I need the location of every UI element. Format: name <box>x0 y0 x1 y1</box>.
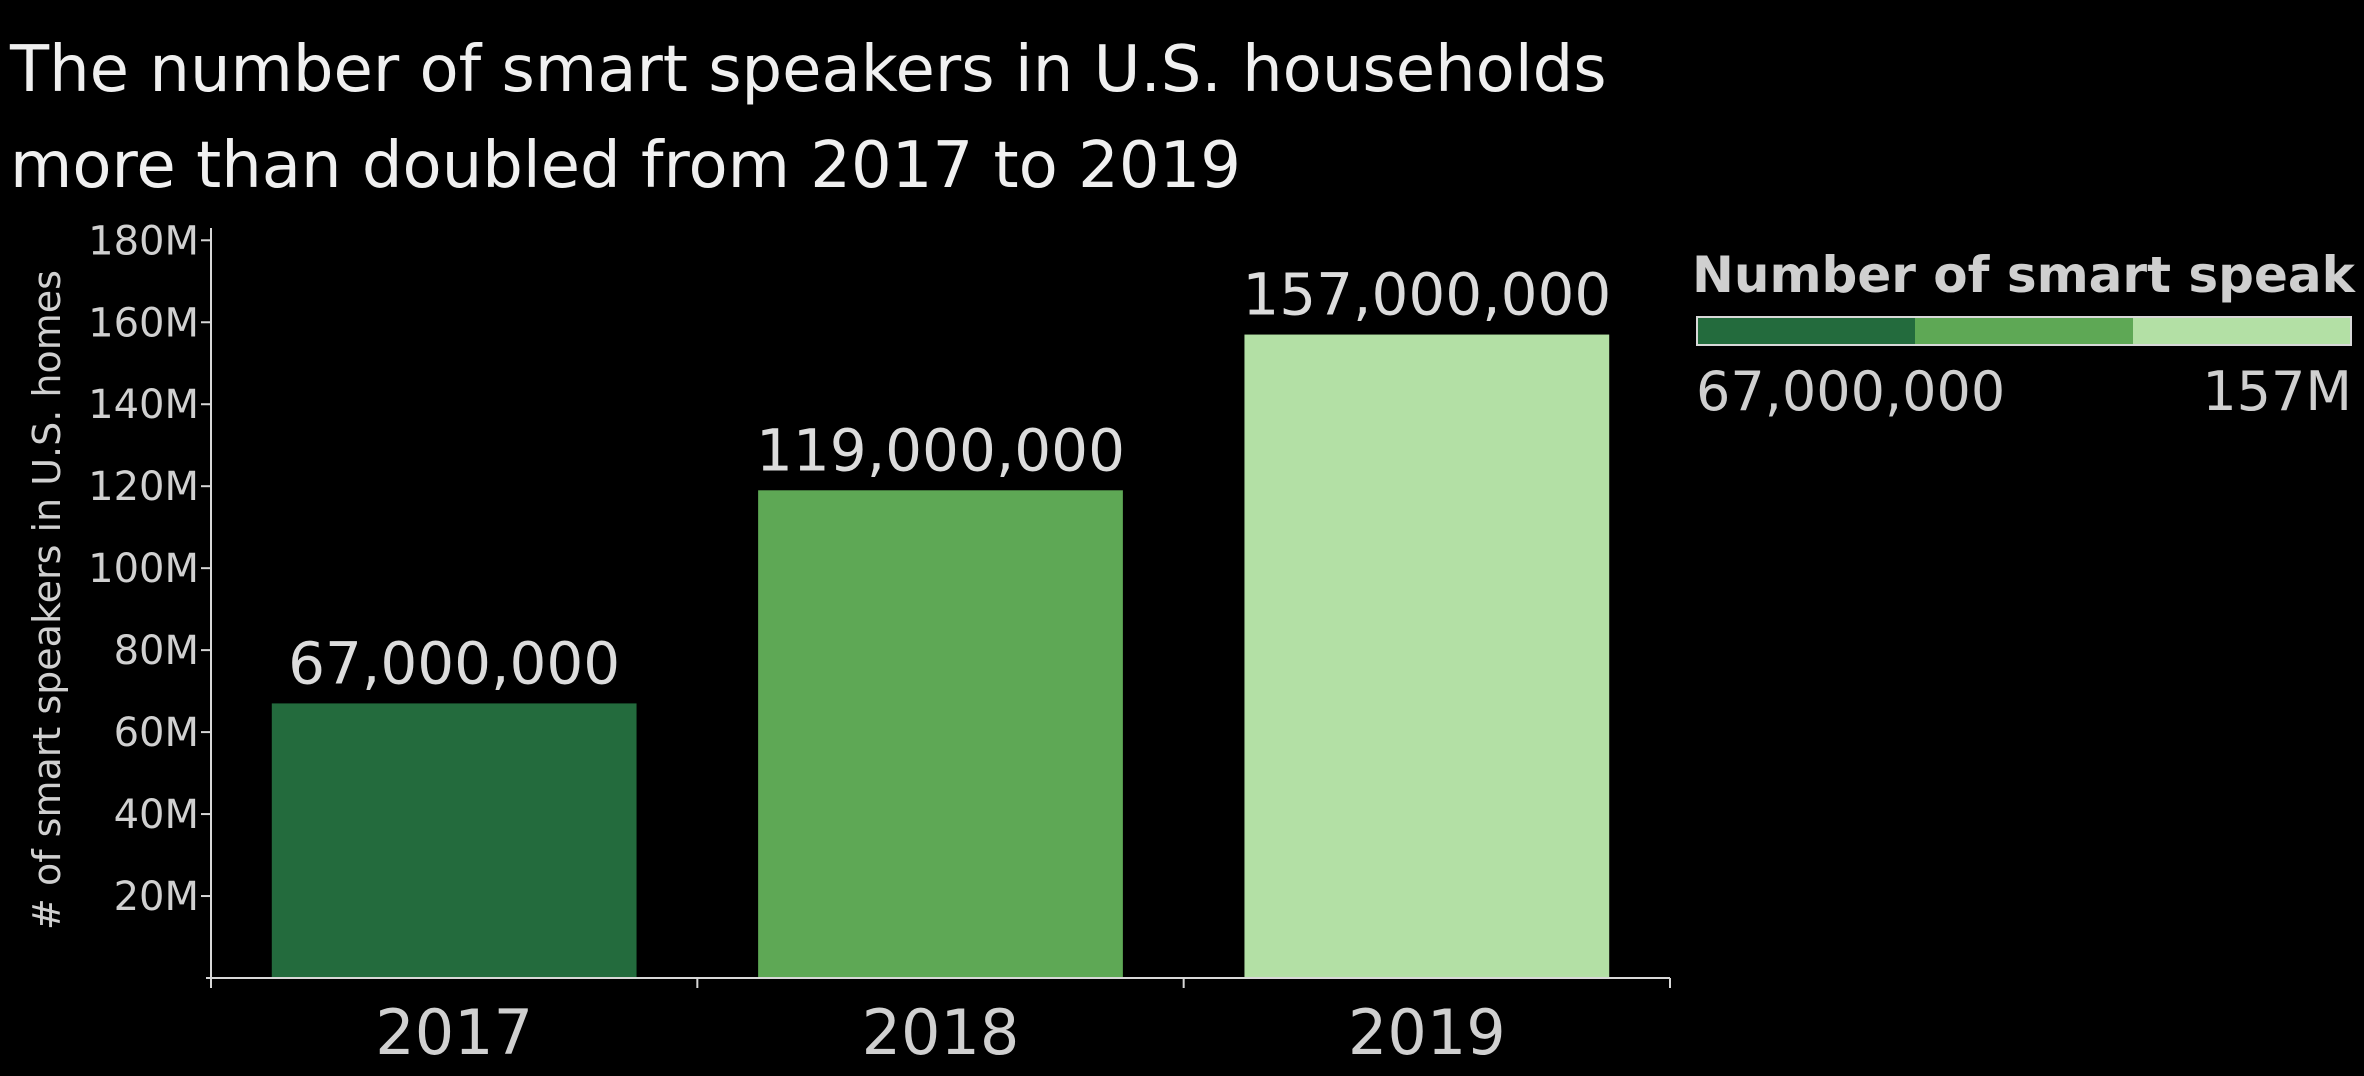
y-tick-label-160M: 160M <box>88 300 199 346</box>
color-legend: Number of smart speak.. 67,000,000 157M <box>1692 244 2356 423</box>
title-line-2: more than doubled from 2017 to 2019 <box>10 129 1241 203</box>
y-tick-label-180M: 180M <box>88 218 199 264</box>
y-tick-label-20M: 20M <box>114 874 199 920</box>
legend-title: Number of smart speak.. <box>1692 246 2356 304</box>
bar-2018 <box>758 490 1123 978</box>
value-label-2018: 119,000,000 <box>756 416 1125 484</box>
value-label-2017: 67,000,000 <box>288 629 620 697</box>
y-tick-label-40M: 40M <box>114 792 199 838</box>
legend-min-label: 67,000,000 <box>1696 360 2006 423</box>
legend-swatch-low <box>1698 318 1916 344</box>
legend-color-ramp <box>1696 316 2352 346</box>
y-tick-label-80M: 80M <box>114 628 199 674</box>
bar-2019 <box>1244 334 1610 978</box>
value-label-2019: 157,000,000 <box>1242 261 1611 329</box>
y-tick-label-120M: 120M <box>88 464 199 510</box>
legend-max-label: 157M <box>2202 360 2352 423</box>
legend-swatch-mid <box>1915 318 2133 344</box>
y-ticks-layer: 20M 40M 60M 80M 100M 120M 140M 160M 180M <box>88 218 211 920</box>
y-axis-title: # of smart speakers in U.S. homes <box>25 270 69 930</box>
title-line-1: The number of smart speakers in U.S. hou… <box>10 33 1607 107</box>
x-tick-label-2018: 2018 <box>862 996 1020 1069</box>
y-tick-label-140M: 140M <box>88 382 199 428</box>
legend-swatch-high <box>2132 318 2350 344</box>
bar-2017 <box>271 703 637 978</box>
bars-layer <box>271 334 1610 978</box>
x-tick-label-2019: 2019 <box>1348 996 1506 1069</box>
y-tick-label-60M: 60M <box>114 710 199 756</box>
value-labels-layer: 67,000,000 119,000,000 157,000,000 <box>288 261 1611 698</box>
x-ticks-layer: 2017 2018 2019 <box>210 978 1671 1069</box>
axes-layer <box>206 228 1670 979</box>
chart-title: The number of smart speakers in U.S. hou… <box>10 22 1710 214</box>
y-tick-label-100M: 100M <box>88 546 199 592</box>
x-tick-label-2017: 2017 <box>375 996 533 1069</box>
